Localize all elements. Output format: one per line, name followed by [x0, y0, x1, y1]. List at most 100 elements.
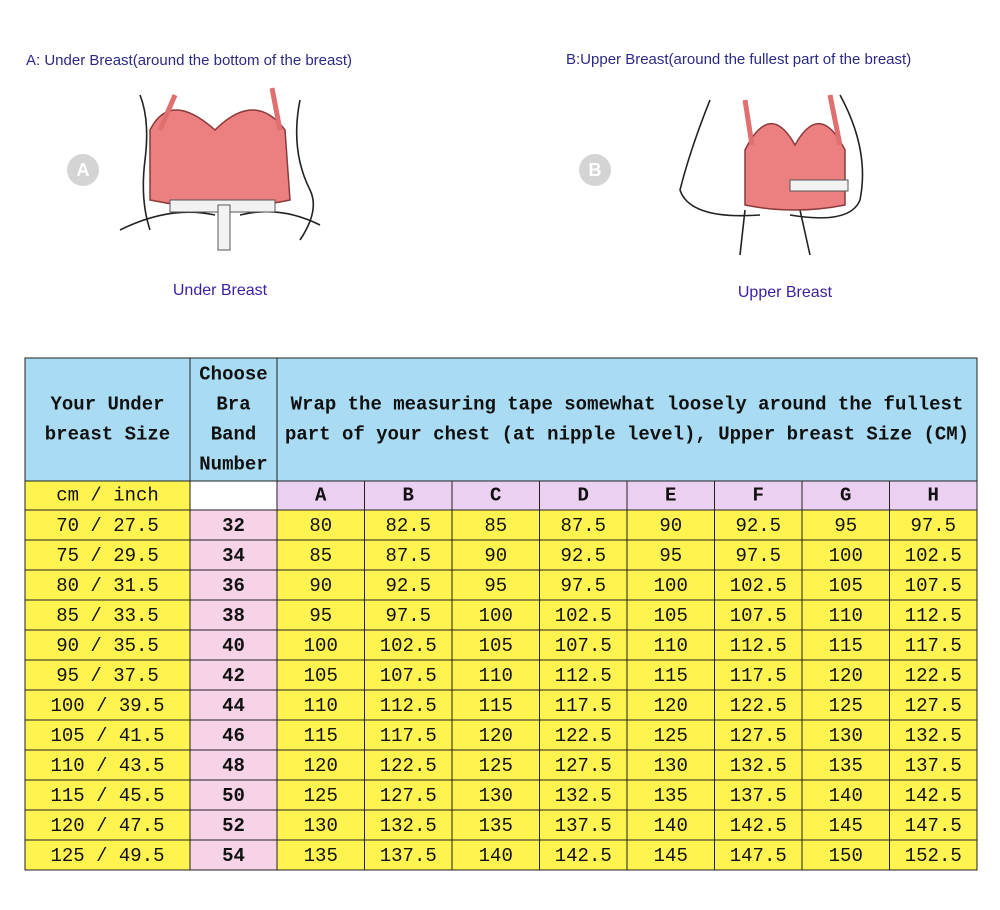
bust-size: 110 — [654, 635, 688, 657]
table-cell — [801, 569, 890, 601]
bust-size: 132.5 — [380, 815, 437, 837]
table-cell — [364, 749, 453, 781]
table-cell — [626, 689, 715, 721]
band-size: 38 — [222, 605, 245, 627]
table-cell — [714, 689, 803, 721]
bust-size: 122.5 — [380, 755, 437, 777]
table-cell — [451, 629, 540, 661]
bust-size: 127.5 — [380, 785, 437, 807]
table-cell — [889, 839, 978, 871]
band-size: 34 — [222, 545, 245, 567]
illustration-label: Upper Breast — [738, 284, 833, 301]
table-cell — [626, 659, 715, 691]
bust-size: 127.5 — [730, 725, 787, 747]
table-cell — [801, 689, 890, 721]
bust-size: 117.5 — [730, 665, 787, 687]
bust-size: 132.5 — [555, 785, 612, 807]
band-size: 36 — [222, 575, 245, 597]
bust-size: 137.5 — [905, 755, 962, 777]
table-cell — [364, 689, 453, 721]
table-cell — [276, 539, 365, 571]
table-cell — [451, 809, 540, 841]
bust-size: 92.5 — [560, 545, 606, 567]
table-cell — [539, 809, 628, 841]
bust-size: 92.5 — [385, 575, 431, 597]
table-cell — [889, 539, 978, 571]
band-size: 46 — [222, 725, 245, 747]
table-cell — [889, 599, 978, 631]
table-cell — [539, 749, 628, 781]
bust-size: 102.5 — [905, 545, 962, 567]
cup-label: H — [928, 485, 939, 507]
table-cell — [889, 809, 978, 841]
table-cell — [801, 539, 890, 571]
bust-size: 100 — [829, 545, 863, 567]
table-cell — [364, 509, 453, 541]
table-cell — [276, 357, 978, 482]
table-cell — [24, 599, 191, 631]
bust-size: 130 — [479, 785, 513, 807]
bust-size: 117.5 — [380, 725, 437, 747]
header-text: Your Under — [50, 394, 164, 416]
table-cell — [889, 659, 978, 691]
bust-size: 97.5 — [735, 545, 781, 567]
under-bust: 75 / 29.5 — [56, 545, 159, 567]
bust-size: 97.5 — [385, 605, 431, 627]
bust-size: 112.5 — [380, 695, 437, 717]
header-text: Band — [211, 424, 257, 446]
table-cell — [276, 480, 365, 511]
bust-size: 145 — [654, 845, 688, 867]
bust-size: 130 — [304, 815, 338, 837]
table-cell — [24, 539, 191, 571]
bust-size: 107.5 — [905, 575, 962, 597]
bust-size: 100 — [304, 635, 338, 657]
table-cell — [276, 629, 365, 661]
under-bust: 80 / 31.5 — [56, 575, 159, 597]
bust-size: 87.5 — [560, 515, 606, 537]
table-cell — [189, 779, 278, 811]
band-size: 32 — [222, 515, 245, 537]
bust-size: 137.5 — [380, 845, 437, 867]
under-bust: 90 / 35.5 — [56, 635, 159, 657]
bust-size: 90 — [659, 515, 682, 537]
bust-size: 132.5 — [905, 725, 962, 747]
table-cell — [24, 357, 191, 482]
table-cell — [539, 779, 628, 811]
bust-size: 110 — [479, 665, 513, 687]
table-cell — [364, 779, 453, 811]
band-size: 44 — [222, 695, 245, 717]
bust-size: 147.5 — [905, 815, 962, 837]
table-cell — [451, 599, 540, 631]
table-cell — [364, 629, 453, 661]
bust-size: 137.5 — [730, 785, 787, 807]
table-cell — [539, 480, 628, 511]
under-bust: 110 / 43.5 — [50, 755, 164, 777]
table-cell — [276, 599, 365, 631]
band-size: 50 — [222, 785, 245, 807]
bust-size: 127.5 — [905, 695, 962, 717]
bust-size: 112.5 — [555, 665, 612, 687]
table-cell — [539, 719, 628, 751]
bust-size: 140 — [829, 785, 863, 807]
table-cell — [364, 569, 453, 601]
bust-size: 105 — [654, 605, 688, 627]
bust-size: 142.5 — [730, 815, 787, 837]
table-cell — [364, 659, 453, 691]
table-cell — [24, 839, 191, 871]
table-cell — [24, 749, 191, 781]
table-cell — [714, 659, 803, 691]
bust-size: 80 — [309, 515, 332, 537]
bust-size: 135 — [829, 755, 863, 777]
cup-label: F — [753, 485, 764, 507]
header-text: Wrap the measuring tape somewhat loosely… — [291, 394, 964, 416]
table-cell — [889, 719, 978, 751]
illustration-b: B Upper Breast — [579, 94, 864, 301]
bust-size: 95 — [834, 515, 857, 537]
table-cell — [276, 839, 365, 871]
table-cell — [276, 659, 365, 691]
bust-size: 120 — [654, 695, 688, 717]
bust-size: 117.5 — [905, 635, 962, 657]
bust-size: 120 — [304, 755, 338, 777]
bust-size: 152.5 — [905, 845, 962, 867]
